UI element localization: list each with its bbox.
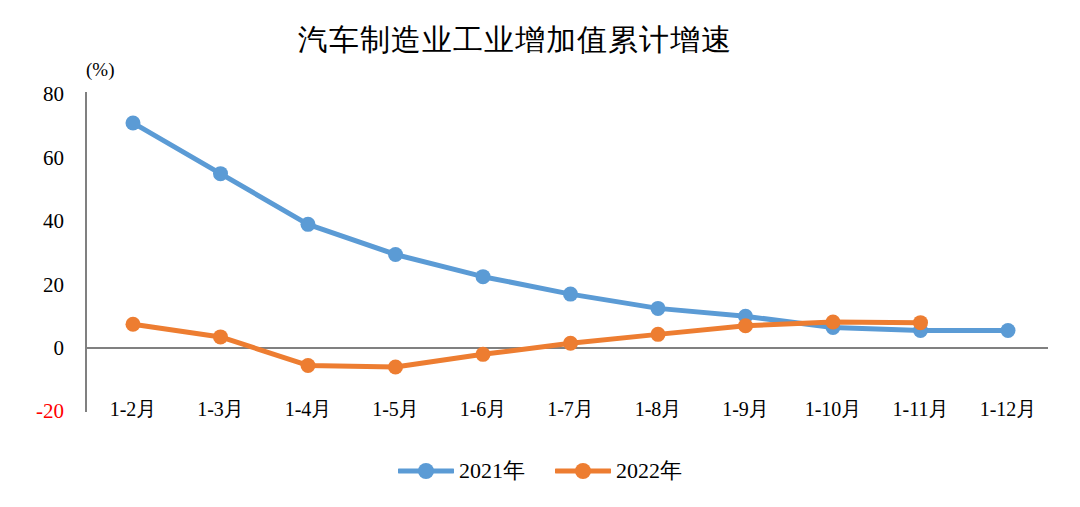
chart-figure: 汽车制造业工业增加值累计增速 (%) 806040200-201-2月1-3月1…	[0, 0, 1080, 507]
y-tick-label: 0	[54, 336, 65, 360]
legend-item-2021年: 2021年	[398, 460, 525, 482]
y-tick-label: -20	[36, 399, 64, 423]
data-point-2022年	[476, 347, 491, 362]
data-point-2022年	[388, 360, 403, 375]
legend-dot	[575, 463, 591, 479]
x-tick-label: 1-4月	[285, 398, 332, 420]
series-line-2022年	[133, 322, 921, 367]
x-tick-label: 1-8月	[635, 398, 682, 420]
data-point-2022年	[826, 315, 841, 330]
data-point-2021年	[651, 301, 666, 316]
legend-item-2022年: 2022年	[555, 460, 682, 482]
x-tick-label: 1-9月	[722, 398, 769, 420]
data-point-2021年	[126, 115, 141, 130]
x-tick-label: 1-5月	[372, 398, 419, 420]
x-tick-label: 1-7月	[547, 398, 594, 420]
data-point-2022年	[913, 315, 928, 330]
data-point-2021年	[213, 166, 228, 181]
x-tick-label: 1-3月	[197, 398, 244, 420]
data-point-2022年	[563, 336, 578, 351]
x-tick-label: 1-2月	[110, 398, 157, 420]
data-point-2021年	[301, 217, 316, 232]
legend-dot	[418, 463, 434, 479]
y-tick-label: 60	[43, 146, 64, 170]
chart-legend: 2021年 2022年	[0, 453, 1080, 489]
y-tick-label: 80	[43, 82, 64, 106]
x-tick-label: 1-10月	[805, 398, 862, 420]
data-point-2021年	[476, 269, 491, 284]
x-tick-label: 1-6月	[460, 398, 507, 420]
legend-line-marker-icon	[398, 462, 454, 480]
data-point-2022年	[651, 327, 666, 342]
data-point-2022年	[126, 317, 141, 332]
legend-label: 2022年	[616, 460, 682, 482]
x-tick-label: 1-12月	[980, 398, 1037, 420]
x-tick-label: 1-11月	[893, 398, 949, 420]
legend-line-marker-icon	[555, 462, 611, 480]
data-point-2021年	[1001, 323, 1016, 338]
y-tick-label: 20	[43, 273, 64, 297]
data-point-2022年	[738, 318, 753, 333]
data-point-2021年	[563, 287, 578, 302]
data-point-2022年	[301, 358, 316, 373]
y-tick-label: 40	[43, 209, 64, 233]
legend-label: 2021年	[459, 460, 525, 482]
data-point-2022年	[213, 329, 228, 344]
data-point-2021年	[388, 247, 403, 262]
chart-canvas: 80 60 40 20 0 -20 1-2月 1-3月 1-4月 1-5月 1-6月 1-7月 1-8月…	[0, 0, 1080, 507]
